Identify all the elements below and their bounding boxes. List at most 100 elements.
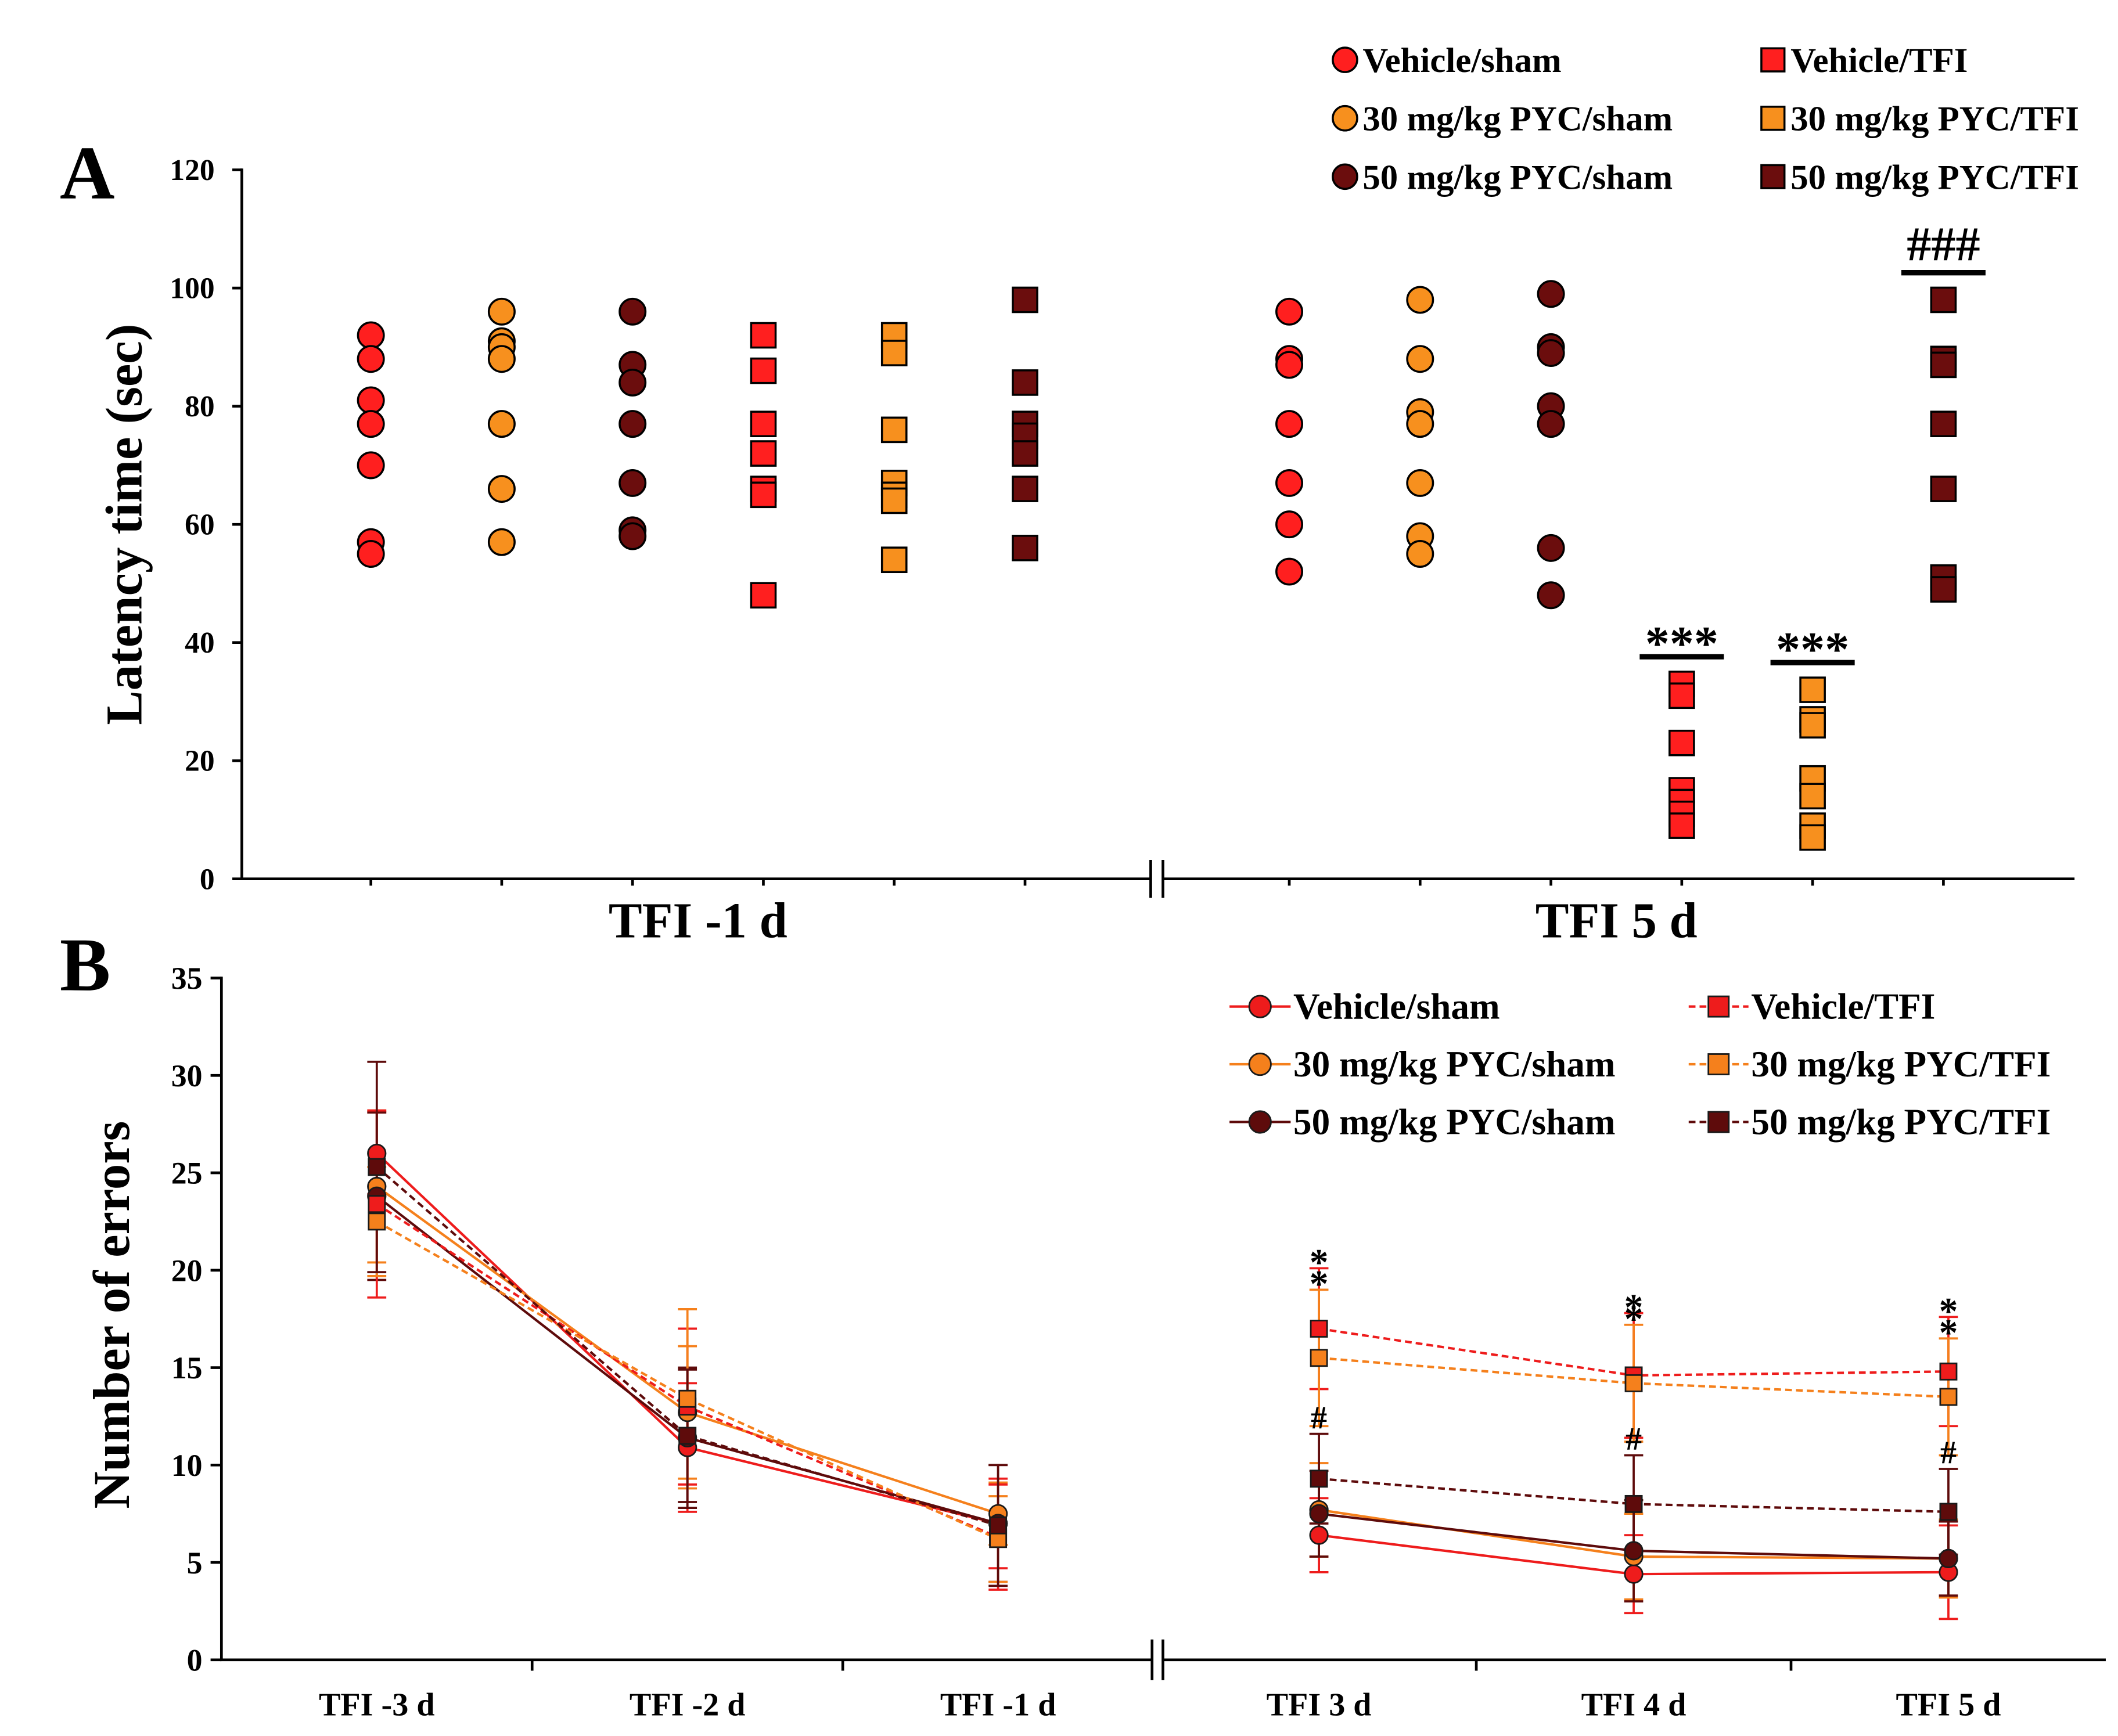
a-legend-item-30-mg-kg-pyc-tfi: 30 mg/kg PYC/TFI <box>1760 100 2079 139</box>
b-significance-annotations: **#**#**# <box>1310 1242 1958 1471</box>
b-x-category-label: TFI 4 d <box>1581 1687 1687 1723</box>
a-legend-item-vehicle-tfi: Vehicle/TFI <box>1760 41 1968 80</box>
b-y-tick-label: 5 <box>187 1546 203 1580</box>
a-y-tick-label: 80 <box>185 390 214 423</box>
a-point-50-mg-kg-pyc-tfi <box>1930 576 1957 603</box>
b-point-50-mg-kg-pyc-tfi <box>368 1158 386 1176</box>
b-legend-marker <box>1707 1053 1730 1075</box>
b-significance-hash: # <box>1626 1421 1642 1457</box>
b-x-category-label: TFI -3 d <box>319 1687 435 1723</box>
b-axis-ticks: 0 5 10 15 20 25 30 35 TFI -3 d TFI -2 d TFI -1 d TF… <box>171 961 2001 1723</box>
a-point-vehicle-tfi <box>1668 682 1695 709</box>
a-point-vehicle-sham <box>1275 297 1303 326</box>
b-point-50-mg-kg-pyc-tfi <box>678 1427 697 1445</box>
a-legend-marker <box>1332 105 1358 132</box>
a-point-50-mg-kg-pyc-tfi <box>1012 440 1038 467</box>
a-y-tick-label: 60 <box>185 509 214 542</box>
a-legend-item-vehicle-sham: Vehicle/sham <box>1332 41 1562 80</box>
a-point-50-mg-kg-pyc-sham <box>1537 339 1565 368</box>
b-y-tick-label: 15 <box>171 1350 203 1385</box>
a-point-vehicle-tfi <box>750 582 777 609</box>
a-legend-label: 30 mg/kg PYC/TFI <box>1790 100 2079 139</box>
b-point-50-mg-kg-pyc-sham <box>1309 1504 1329 1523</box>
b-y-tick-label: 0 <box>187 1643 203 1678</box>
b-point-50-mg-kg-pyc-sham <box>1939 1548 1958 1568</box>
a-point-vehicle-tfi <box>1668 812 1695 839</box>
a-point-50-mg-kg-pyc-sham <box>619 522 647 550</box>
a-point-50-mg-kg-pyc-sham <box>1537 410 1565 438</box>
a-legend-label: 50 mg/kg PYC/sham <box>1362 158 1673 197</box>
a-point-30-mg-kg-pyc-sham <box>487 345 516 373</box>
b-point-30-mg-kg-pyc-tfi <box>678 1389 697 1408</box>
a-significance-hashes: ### <box>1907 218 1980 272</box>
a-point-50-mg-kg-pyc-sham <box>619 410 647 438</box>
a-point-vehicle-tfi <box>750 410 777 437</box>
a-point-30-mg-kg-pyc-sham <box>1406 469 1434 497</box>
b-significance-hash: # <box>1311 1400 1327 1436</box>
a-y-axis-title: Latency time (sec) <box>96 324 153 725</box>
a-significance-stars: *** <box>1776 622 1849 676</box>
a-point-vehicle-sham <box>357 451 385 480</box>
b-legend-label: Vehicle/TFI <box>1751 986 1935 1027</box>
a-point-50-mg-kg-pyc-sham <box>1537 534 1565 562</box>
a-legend-label: 30 mg/kg PYC/sham <box>1362 100 1673 139</box>
a-y-tick-label: 40 <box>185 626 214 660</box>
a-point-30-mg-kg-pyc-sham <box>1406 286 1434 314</box>
b-legend-marker <box>1248 1052 1272 1076</box>
a-point-30-mg-kg-pyc-tfi <box>1799 824 1826 851</box>
a-legend-marker <box>1332 46 1358 73</box>
b-point-vehicle-tfi <box>1939 1362 1958 1381</box>
a-point-vehicle-sham <box>357 321 385 350</box>
panel-b-label: B <box>60 923 110 1007</box>
a-data-points <box>357 280 1957 851</box>
a-point-50-mg-kg-pyc-tfi <box>1012 286 1038 314</box>
b-legend-label: 50 mg/kg PYC/sham <box>1293 1102 1615 1143</box>
a-point-30-mg-kg-pyc-tfi <box>880 340 908 366</box>
a-point-30-mg-kg-pyc-tfi <box>880 487 908 514</box>
a-point-vehicle-sham <box>357 410 385 438</box>
a-point-30-mg-kg-pyc-sham <box>487 410 516 438</box>
a-point-50-mg-kg-pyc-tfi <box>1930 351 1957 379</box>
a-point-vehicle-sham <box>357 386 385 415</box>
a-y-tick-label: 20 <box>185 745 214 778</box>
a-point-30-mg-kg-pyc-sham <box>1406 345 1434 373</box>
b-point-30-mg-kg-pyc-tfi <box>1310 1349 1328 1367</box>
panel-a-label: A <box>60 131 115 215</box>
b-point-50-mg-kg-pyc-tfi <box>1310 1470 1328 1488</box>
b-significance-star: * <box>1310 1263 1329 1305</box>
b-legend-item-vehicle-sham: Vehicle/sham <box>1229 986 1500 1027</box>
a-point-30-mg-kg-pyc-tfi <box>1799 676 1826 703</box>
b-significance-star: * <box>1624 1287 1644 1328</box>
b-y-tick-label: 20 <box>171 1253 203 1288</box>
b-point-50-mg-kg-pyc-tfi <box>1939 1503 1958 1521</box>
b-significance-star: * <box>1939 1312 1958 1354</box>
b-legend-label: 30 mg/kg PYC/sham <box>1293 1044 1615 1085</box>
a-point-50-mg-kg-pyc-tfi <box>1012 476 1038 502</box>
b-point-50-mg-kg-pyc-tfi <box>989 1516 1008 1535</box>
b-significance-star: * <box>1624 1298 1644 1340</box>
a-legend: Vehicle/sham 30 mg/kg PYC/sham 50 mg/kg PY… <box>1332 41 2079 197</box>
a-legend-label: 50 mg/kg PYC/TFI <box>1790 158 2079 197</box>
b-legend-marker <box>1248 1110 1272 1134</box>
b-x-category-label: TFI 5 d <box>1896 1687 2001 1723</box>
b-y-tick-label: 10 <box>171 1448 203 1483</box>
a-significance-marker: *** <box>1639 617 1724 671</box>
b-point-30-mg-kg-pyc-tfi <box>368 1212 386 1231</box>
a-legend-marker <box>1760 47 1786 73</box>
b-point-30-mg-kg-pyc-tfi <box>1624 1374 1643 1392</box>
b-significance-star: * <box>1310 1242 1329 1284</box>
a-point-vehicle-sham <box>357 345 385 373</box>
a-significance-stars: *** <box>1645 617 1718 671</box>
a-point-50-mg-kg-pyc-sham <box>1537 581 1565 610</box>
a-y-tick-label: 0 <box>200 863 215 896</box>
b-y-tick-label: 35 <box>171 961 203 996</box>
a-point-30-mg-kg-pyc-tfi <box>1799 783 1826 810</box>
b-y-tick-label: 25 <box>171 1156 203 1191</box>
a-point-50-mg-kg-pyc-tfi <box>1012 369 1038 396</box>
a-x-category-label: TFI -1 d <box>609 892 787 948</box>
b-legend-item-50-mg-kg-pyc-tfi: 50 mg/kg PYC/TFI <box>1688 1102 2051 1143</box>
a-legend-marker <box>1760 106 1786 131</box>
b-point-30-mg-kg-pyc-tfi <box>1939 1388 1958 1406</box>
b-point-vehicle-sham <box>1309 1525 1329 1545</box>
